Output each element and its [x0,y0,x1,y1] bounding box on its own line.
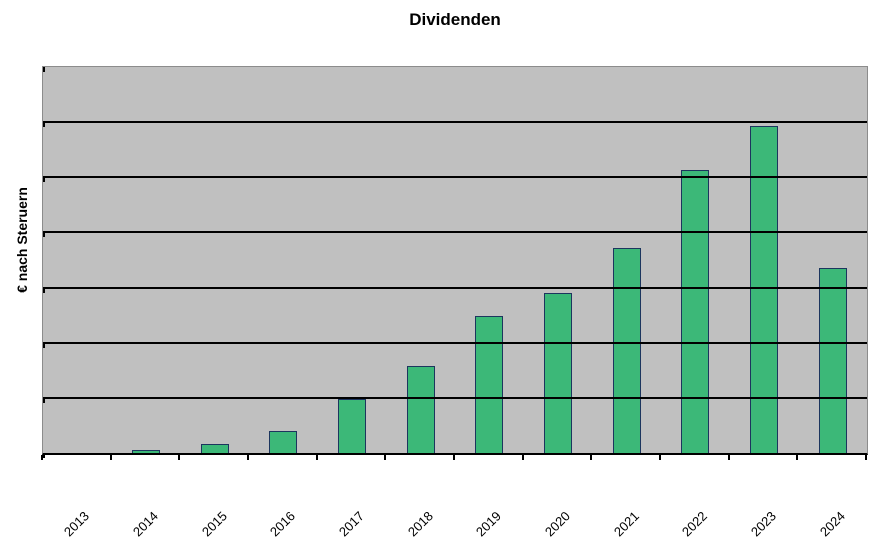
y-axis-tick [43,453,45,458]
x-axis-label-2021: 2021 [610,508,642,540]
x-axis-label-2024: 2024 [816,508,848,540]
x-axis-label-2022: 2022 [679,508,711,540]
x-axis-tick [865,455,867,460]
y-axis-tick [43,232,45,238]
plot-area [42,66,868,458]
x-axis-tick [453,455,455,460]
bar-2019 [475,316,504,453]
bar-2018 [406,366,435,453]
gridline [43,396,867,399]
bar-2016 [269,430,298,453]
bar-2023 [750,126,778,453]
gridline [43,231,867,234]
y-axis-tick [43,177,45,183]
bar-2017 [338,398,366,453]
bar-2021 [612,248,641,453]
y-axis-tick [43,67,45,72]
x-axis-tick [727,455,730,460]
x-axis-label-2014: 2014 [129,508,161,540]
bar-2020 [544,292,572,453]
gridline [43,176,867,179]
bar-2022 [681,169,710,453]
x-axis-tick [41,455,43,460]
x-axis-label-2018: 2018 [404,508,436,540]
gridline [43,341,867,344]
bar-2014 [132,450,160,453]
x-axis-label-2020: 2020 [541,508,573,540]
x-axis-tick [109,455,112,460]
x-axis-label-2019: 2019 [473,508,505,540]
x-axis-tick [521,455,524,460]
x-axis-label-2013: 2013 [61,508,93,540]
chart-title: Dividenden [409,10,501,29]
x-axis-tick [796,455,799,460]
y-axis-tick [43,397,45,403]
x-axis-label-2023: 2023 [747,508,779,540]
bar-2015 [200,444,229,453]
gridline [43,286,867,289]
y-axis-tick [43,342,45,348]
x-axis-label-2017: 2017 [335,508,367,540]
y-axis-tick [43,122,45,128]
x-axis-tick [590,455,593,460]
x-axis-tick [178,455,181,460]
x-axis-tick [247,455,249,460]
y-axis-title: € nach Steruern [14,187,30,293]
x-axis-tick [384,455,387,460]
bar-2024 [818,267,847,453]
x-axis-label-2015: 2015 [198,508,230,540]
x-axis-tick [659,455,661,460]
x-axis-label-2016: 2016 [267,508,299,540]
y-axis-tick [43,287,45,293]
x-axis-tick [315,455,318,460]
gridline [43,121,867,124]
